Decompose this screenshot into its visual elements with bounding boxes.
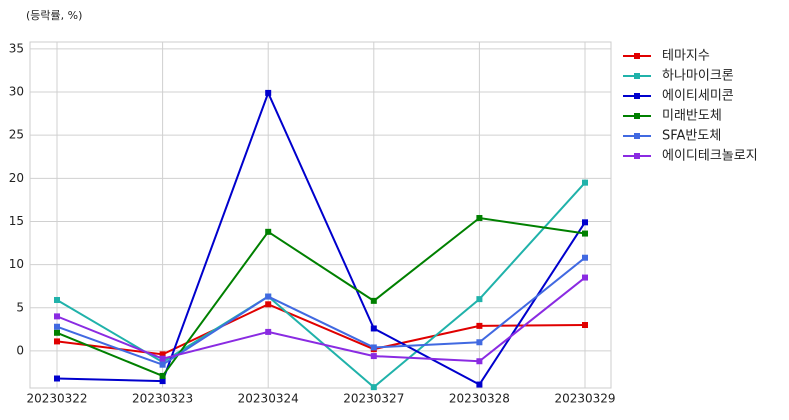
point: [370, 344, 377, 351]
legend-label: 에이티세미콘: [662, 89, 734, 104]
point: [476, 339, 483, 346]
x-tick-label: 20230328: [449, 392, 510, 406]
x-tick-label: 20230323: [132, 392, 193, 406]
series-line: [56, 216, 586, 378]
point: [582, 230, 588, 237]
y-tick-label: 25: [9, 128, 24, 142]
y-tick-label: 20: [9, 171, 24, 185]
point: [54, 329, 60, 336]
point: [54, 375, 60, 382]
point: [370, 297, 377, 304]
point: [159, 351, 166, 358]
series-line: [56, 90, 586, 386]
point: [54, 296, 60, 303]
x-tick-label: 20230327: [343, 392, 404, 406]
legend-marker: [634, 153, 640, 159]
legend-label: 하나마이크론: [662, 69, 734, 84]
point: [582, 179, 588, 186]
point: [159, 378, 166, 385]
y-tick-label: 15: [9, 214, 24, 228]
legend-label: 테마지수: [662, 49, 710, 64]
x-tick-label: 20230322: [26, 392, 87, 406]
point: [370, 384, 377, 391]
y-tick-label: 5: [16, 300, 24, 314]
point: [582, 274, 588, 281]
legend-marker: [634, 93, 640, 99]
point: [476, 358, 483, 365]
point: [476, 296, 483, 303]
point: [159, 361, 166, 368]
point: [476, 215, 483, 222]
point: [265, 293, 272, 300]
point: [54, 313, 60, 320]
y-tick-label: 35: [9, 41, 24, 55]
legend-label: SFA반도체: [662, 129, 721, 144]
series-line: [56, 181, 586, 389]
point: [265, 328, 272, 335]
plot-frame: [29, 41, 612, 389]
point: [476, 322, 483, 329]
legend-marker: [634, 73, 640, 79]
x-tick-label: 20230329: [554, 392, 615, 406]
point: [370, 353, 377, 360]
legend-label: 에이디테크놀로지: [662, 149, 758, 164]
x-tick-label: 20230324: [238, 392, 299, 406]
point: [370, 325, 377, 332]
point: [265, 228, 272, 235]
point: [265, 89, 272, 96]
point: [159, 355, 166, 362]
point: [476, 381, 483, 388]
point: [582, 219, 588, 226]
point: [582, 322, 588, 329]
point: [54, 338, 60, 345]
point: [582, 254, 588, 261]
y-tick-label: 30: [9, 85, 24, 99]
legend-marker: [634, 133, 640, 139]
legend-label: 미래반도체: [662, 109, 722, 124]
y-axis-label: (등락률, %): [26, 9, 82, 22]
point: [265, 301, 272, 308]
point: [54, 323, 60, 330]
series-line: [56, 276, 586, 363]
series-line: [56, 256, 586, 366]
legend-marker: [634, 53, 640, 59]
y-tick-label: 10: [9, 257, 24, 271]
y-tick-label: 0: [16, 343, 24, 357]
point: [159, 372, 166, 379]
legend-marker: [634, 113, 640, 119]
